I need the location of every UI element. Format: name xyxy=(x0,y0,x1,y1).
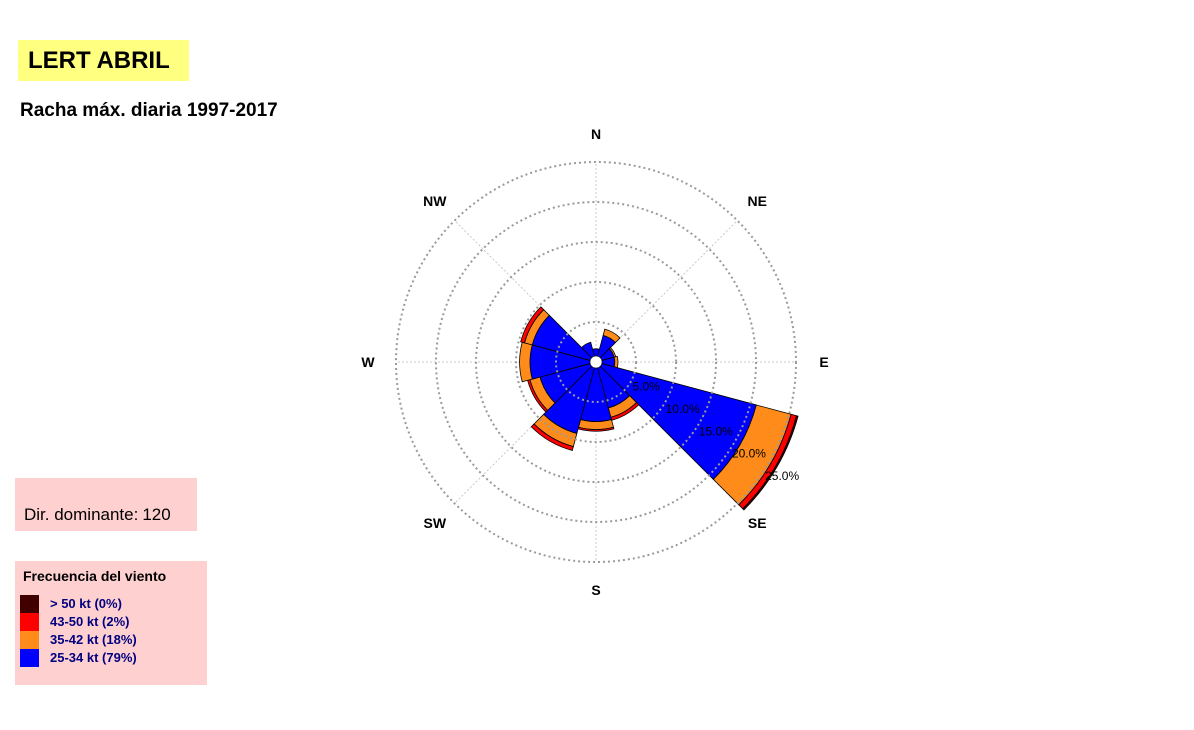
ring-label: 15.0% xyxy=(699,424,733,438)
direction-label: S xyxy=(591,582,600,598)
rose-sector-30-class-1 xyxy=(602,328,621,344)
legend-swatch xyxy=(20,595,39,613)
rose-sector-210-class-2 xyxy=(530,423,574,451)
ring-label: 10.0% xyxy=(666,402,700,416)
legend-label: 43-50 kt (2%) xyxy=(50,614,130,629)
direction-label: N xyxy=(591,126,601,142)
grid-ring xyxy=(395,161,797,563)
legend-label: > 50 kt (0%) xyxy=(50,596,122,611)
direction-label: W xyxy=(361,354,375,370)
legend-swatch xyxy=(20,649,39,667)
rose-sector-120-class-3 xyxy=(742,415,799,511)
ring-label: 20.0% xyxy=(732,447,766,461)
center-hole xyxy=(589,355,603,369)
grid-ring xyxy=(515,281,677,443)
ring-label: 25.0% xyxy=(765,469,799,483)
legend-label: 35-42 kt (18%) xyxy=(50,632,137,647)
direction-label: NW xyxy=(423,193,447,209)
direction-label: SE xyxy=(748,515,767,531)
direction-label: NE xyxy=(747,193,766,209)
rose-sector-300-class-2 xyxy=(520,306,545,344)
legend-swatch xyxy=(20,631,39,649)
dominant-direction-label: Dir. dominante: xyxy=(24,505,139,524)
legend: Frecuencia del viento > 50 kt (0%) 43-50… xyxy=(15,561,207,685)
ring-label: 5.0% xyxy=(632,380,660,394)
legend-label: 25-34 kt (79%) xyxy=(50,650,137,665)
grid-ring xyxy=(555,321,637,403)
rose-sector-90-class-1 xyxy=(613,355,619,369)
grid-ring xyxy=(475,241,717,483)
direction-label: SW xyxy=(423,515,446,531)
legend-title: Frecuencia del viento xyxy=(23,568,167,584)
dominant-direction-value: 120 xyxy=(142,505,171,524)
legend-swatch xyxy=(20,613,39,631)
chart-subtitle: Racha máx. diaria 1997-2017 xyxy=(20,100,278,121)
dominant-direction-box: Dir. dominante: 120 xyxy=(15,478,197,531)
direction-label: E xyxy=(819,354,828,370)
grid-ring xyxy=(435,201,757,523)
chart-title: LERT ABRIL xyxy=(18,40,189,81)
rose-sector-270-class-1 xyxy=(519,341,533,383)
